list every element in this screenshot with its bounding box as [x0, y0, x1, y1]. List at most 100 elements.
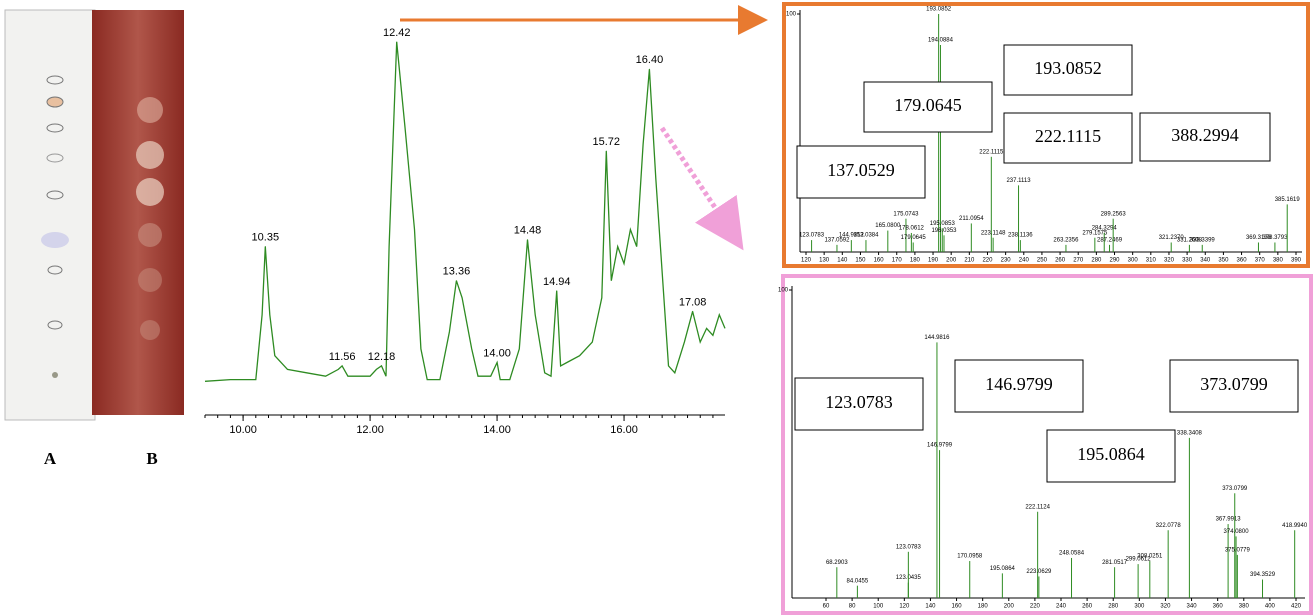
x-tick-label: 130: [819, 258, 830, 264]
x-tick-label: 300: [1128, 258, 1139, 264]
x-tick-label: 80: [849, 604, 856, 610]
peak-label: 144.9816: [924, 335, 950, 341]
panel-label: A: [44, 449, 57, 468]
peak-label: 165.0800: [875, 223, 901, 229]
peak-marker: [342, 365, 343, 366]
x-tick-label: 220: [982, 258, 993, 264]
y-tick-label: 100: [786, 12, 797, 18]
x-tick-label: 370: [1255, 258, 1266, 264]
panel-label: B: [146, 449, 157, 468]
x-tick-label: 100: [873, 604, 884, 610]
peak-label: 194.0884: [928, 38, 954, 44]
peak-label: 322.0778: [1156, 523, 1182, 529]
callout: 195.0864: [1077, 444, 1145, 464]
peak-label: 14.48: [514, 225, 542, 237]
peak-label: 175.0743: [893, 211, 919, 217]
peak-label: 308.0251: [1137, 554, 1163, 560]
peak-label: 14.94: [543, 276, 571, 288]
peak-label: 193.0852: [926, 7, 952, 13]
peak-label: 211.0954: [959, 216, 984, 222]
peak-label: 84.0455: [847, 578, 869, 584]
peak-label: 195.0853: [930, 221, 956, 227]
peak-label: 14.00: [483, 347, 511, 359]
peak-label: 375.0779: [1225, 547, 1251, 553]
peak-label: 385.1619: [1275, 197, 1301, 203]
peak-label: 179.0645: [901, 235, 927, 241]
x-tick-label: 200: [946, 258, 957, 264]
peak-marker: [606, 151, 607, 152]
callout: 193.0852: [1034, 58, 1102, 78]
peak-label: 146.9799: [927, 443, 953, 449]
tlc-plate-a: [5, 10, 95, 420]
peak-label: 12.42: [383, 27, 411, 39]
x-tick-label: 260: [1082, 604, 1093, 610]
x-tick-label: 220: [1030, 604, 1041, 610]
x-tick-label: 180: [978, 604, 989, 610]
x-tick-label: 240: [1056, 604, 1067, 610]
peak-label: 418.9940: [1282, 523, 1308, 529]
peak-label: 11.56: [329, 351, 356, 363]
x-tick-label: 250: [1037, 258, 1048, 264]
peak-label: 338.3408: [1177, 430, 1203, 436]
peak-label: 237.1113: [1006, 178, 1031, 184]
x-tick-label: 390: [1291, 258, 1302, 264]
peak-marker: [456, 280, 457, 281]
peak-label: 367.9913: [1216, 517, 1242, 523]
x-tick-label: 210: [964, 258, 975, 264]
x-tick-label: 160: [874, 258, 885, 264]
peak-label: 248.0584: [1059, 551, 1085, 557]
x-tick-label: 270: [1073, 258, 1084, 264]
x-tick-label: 280: [1108, 604, 1119, 610]
x-tick-label: 200: [1004, 604, 1015, 610]
peak-label: 394.3529: [1250, 572, 1276, 578]
callout: 373.0799: [1200, 374, 1268, 394]
figure: A B 10.0012.0014.0016.0010.3511.5612.181…: [0, 0, 1314, 616]
x-tick-label: 10.00: [229, 424, 257, 436]
peak-marker: [692, 311, 693, 312]
x-tick-label: 140: [837, 258, 848, 264]
x-tick-label: 60: [823, 604, 830, 610]
x-tick-label: 14.00: [483, 424, 511, 436]
x-tick-label: 380: [1239, 604, 1250, 610]
x-tick-label: 330: [1182, 258, 1193, 264]
peak-marker: [527, 239, 528, 240]
x-tick-label: 360: [1213, 604, 1224, 610]
peak-label: 287.2469: [1097, 237, 1123, 243]
x-tick-label: 280: [1091, 258, 1102, 264]
x-tick-label: 400: [1265, 604, 1276, 610]
x-tick-label: 380: [1273, 258, 1284, 264]
callout: 137.0529: [827, 160, 895, 180]
peak-label: 223.1148: [981, 230, 1006, 236]
peak-label: 15.72: [593, 136, 621, 148]
peak-label: 263.2356: [1053, 237, 1079, 243]
callout: 388.2994: [1171, 125, 1239, 145]
peak-label: 373.0799: [1222, 486, 1248, 492]
x-tick-label: 120: [899, 604, 910, 610]
x-tick-label: 160: [952, 604, 963, 610]
x-tick-label: 170: [892, 258, 903, 264]
peak-marker: [497, 362, 498, 363]
callout: 222.1115: [1035, 126, 1101, 146]
x-tick-label: 230: [1001, 258, 1012, 264]
x-tick-label: 150: [855, 258, 866, 264]
tlc-plate-b: [92, 10, 184, 415]
peak-marker: [556, 290, 557, 291]
peak-label: 68.2903: [826, 560, 848, 566]
peak-label: 378.3793: [1262, 235, 1288, 241]
x-tick-label: 12.00: [356, 424, 384, 436]
x-tick-label: 120: [801, 258, 812, 264]
arrow: [662, 128, 738, 242]
x-tick-label: 310: [1146, 258, 1157, 264]
peak-marker: [381, 365, 382, 366]
peak-label: 12.18: [368, 351, 396, 363]
x-tick-label: 290: [1110, 258, 1121, 264]
peak-label: 10.35: [252, 232, 280, 244]
peak-marker: [396, 42, 397, 43]
x-tick-label: 360: [1237, 258, 1248, 264]
peak-label: 238.1136: [1008, 233, 1033, 239]
callout: 146.9799: [985, 374, 1053, 394]
peak-label: 153.0384: [853, 233, 879, 239]
peak-marker: [265, 246, 266, 247]
peak-label: 17.08: [679, 296, 707, 308]
x-tick-label: 140: [925, 604, 936, 610]
